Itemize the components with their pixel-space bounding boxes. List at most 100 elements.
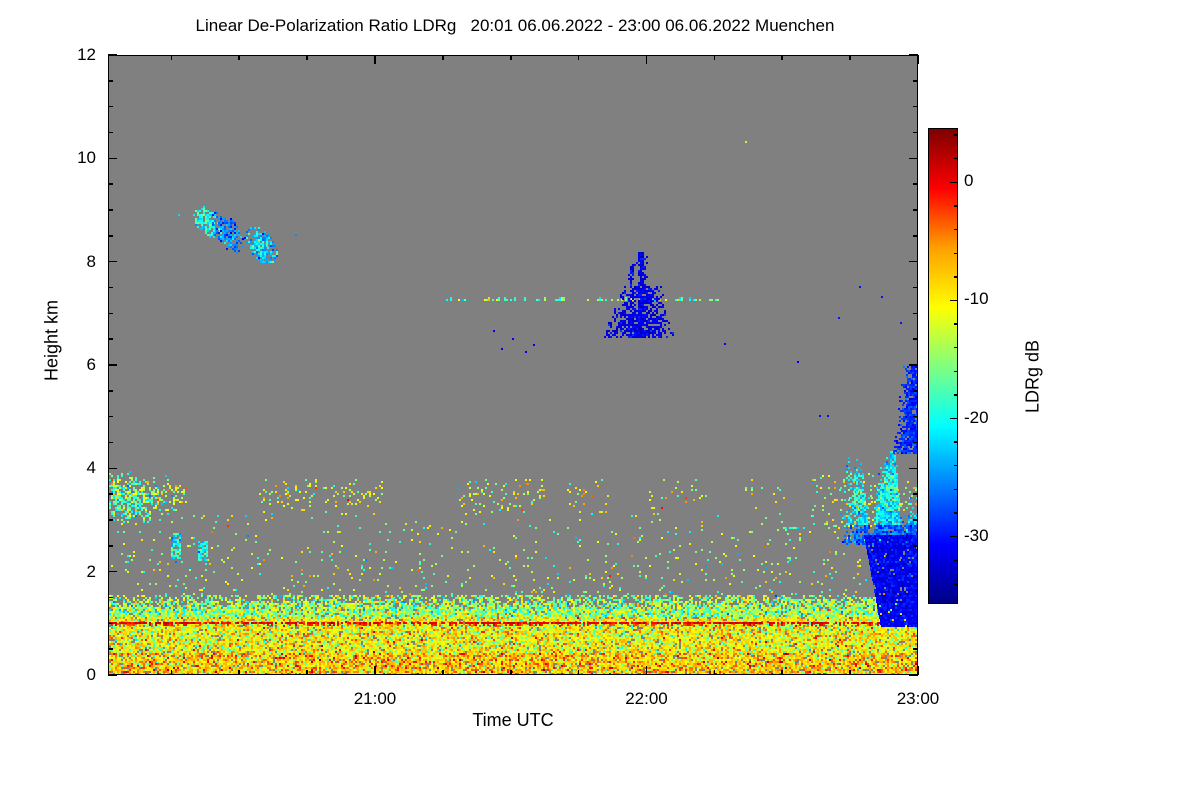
colorbar-tick-label: -10 — [964, 289, 989, 309]
y-minor-tick-right — [913, 235, 918, 237]
y-tick-6km — [108, 364, 117, 366]
colorbar-tick-label: -30 — [964, 525, 989, 545]
y-axis-title: Height km — [41, 299, 62, 382]
y-tick-label: 8 — [86, 251, 96, 271]
y-minor-tick-right — [913, 493, 918, 495]
colorbar-minor-tick — [954, 370, 958, 372]
colorbar-tick-label: 0 — [964, 171, 974, 191]
x-minor-tick-top — [442, 55, 444, 60]
colorbar-minor-tick — [954, 276, 958, 278]
y-minor-tick — [108, 235, 113, 237]
colorbar-tick--10 — [950, 299, 958, 302]
y-minor-tick — [108, 596, 113, 599]
y-tick-2km — [108, 570, 117, 573]
y-minor-tick — [108, 312, 113, 315]
plot-area — [108, 55, 918, 675]
colorbar-minor-tick — [954, 583, 958, 585]
colorbar-minor-tick — [954, 441, 958, 443]
x-minor-tick-top — [509, 55, 512, 60]
y-minor-tick — [108, 286, 113, 289]
colorbar-minor-tick — [954, 134, 958, 136]
y-minor-tick-right — [913, 183, 918, 185]
y-tick-4km — [108, 467, 117, 470]
y-tick-label: 2 — [86, 561, 96, 581]
y-tick-label: 6 — [86, 355, 96, 374]
colorbar-tick-label: -20 — [964, 407, 989, 427]
x-minor-tick — [509, 670, 512, 675]
y-minor-tick — [108, 441, 113, 444]
y-minor-tick-right — [913, 209, 918, 211]
y-minor-tick — [108, 519, 113, 521]
colorbar-minor-tick — [954, 252, 958, 254]
x-tick-top — [645, 55, 648, 64]
y-minor-tick — [108, 338, 113, 340]
x-minor-tick-top — [577, 55, 580, 60]
y-minor-tick-right — [913, 519, 918, 521]
y-minor-tick-right — [913, 338, 918, 340]
y-tick-right-6km — [909, 364, 918, 366]
y-tick-10km — [108, 157, 117, 160]
heatmap-canvas — [109, 56, 917, 674]
y-tick-right-0km — [909, 674, 918, 676]
x-tick-label: 22:00 — [625, 689, 668, 708]
x-tick-label: 21:00 — [353, 689, 397, 708]
y-minor-tick-right — [913, 648, 918, 650]
y-tick-right-12km — [909, 54, 918, 56]
x-minor-tick-top — [238, 55, 240, 60]
y-minor-tick — [108, 80, 113, 82]
colorbar-tick-0 — [950, 181, 958, 184]
y-minor-tick-right — [913, 286, 918, 289]
y-minor-tick-right — [913, 415, 918, 418]
x-tick-2200 — [645, 666, 648, 675]
colorbar-minor-tick — [954, 205, 958, 207]
x-minor-tick-top — [781, 55, 784, 60]
x-tick-2100 — [374, 666, 376, 675]
x-minor-tick — [781, 670, 784, 675]
x-minor-tick-top — [306, 55, 308, 60]
colorbar — [928, 128, 958, 604]
y-minor-tick-right — [913, 390, 918, 392]
x-minor-tick — [170, 670, 173, 675]
y-tick-12km — [108, 54, 117, 56]
y-tick-0km — [108, 674, 117, 676]
x-tick-top — [917, 55, 919, 64]
colorbar-minor-tick — [954, 465, 958, 467]
y-minor-tick — [108, 493, 113, 495]
y-tick-label: 0 — [86, 665, 96, 684]
y-tick-label: 4 — [86, 458, 96, 478]
y-minor-tick — [108, 390, 113, 392]
y-tick-8km — [108, 260, 117, 263]
y-tick-right-4km — [909, 467, 918, 470]
chart-title: Linear De-Polarization Ratio LDRg 20:01 … — [195, 16, 835, 35]
y-minor-tick — [108, 545, 113, 547]
x-minor-tick-top — [713, 55, 716, 60]
y-minor-tick-right — [913, 545, 918, 547]
y-tick-label: 12 — [77, 45, 96, 64]
x-axis-title: Time UTC — [472, 710, 554, 730]
x-minor-tick — [306, 670, 308, 675]
colorbar-canvas — [929, 129, 957, 603]
y-minor-tick-right — [913, 80, 918, 82]
x-minor-tick — [442, 670, 444, 675]
x-minor-tick-top — [849, 55, 851, 60]
y-minor-tick-right — [913, 105, 918, 108]
y-tick-right-2km — [909, 570, 918, 573]
y-tick-label: 10 — [77, 148, 96, 168]
colorbar-minor-tick — [954, 228, 958, 231]
x-minor-tick — [577, 670, 580, 675]
x-minor-tick — [849, 670, 851, 675]
y-minor-tick-right — [913, 622, 918, 625]
colorbar-minor-tick — [954, 158, 958, 160]
colorbar-minor-tick — [954, 346, 958, 349]
y-minor-tick-right — [913, 312, 918, 315]
y-minor-tick-right — [913, 131, 918, 134]
x-tick-label: 23:00 — [896, 689, 940, 708]
y-minor-tick — [108, 415, 113, 418]
colorbar-minor-tick — [954, 559, 958, 561]
colorbar-minor-tick — [954, 323, 958, 325]
colorbar-title: LDRg dB — [1022, 339, 1043, 414]
y-minor-tick-right — [913, 441, 918, 444]
colorbar-tick--30 — [950, 535, 958, 538]
y-minor-tick — [108, 131, 113, 134]
